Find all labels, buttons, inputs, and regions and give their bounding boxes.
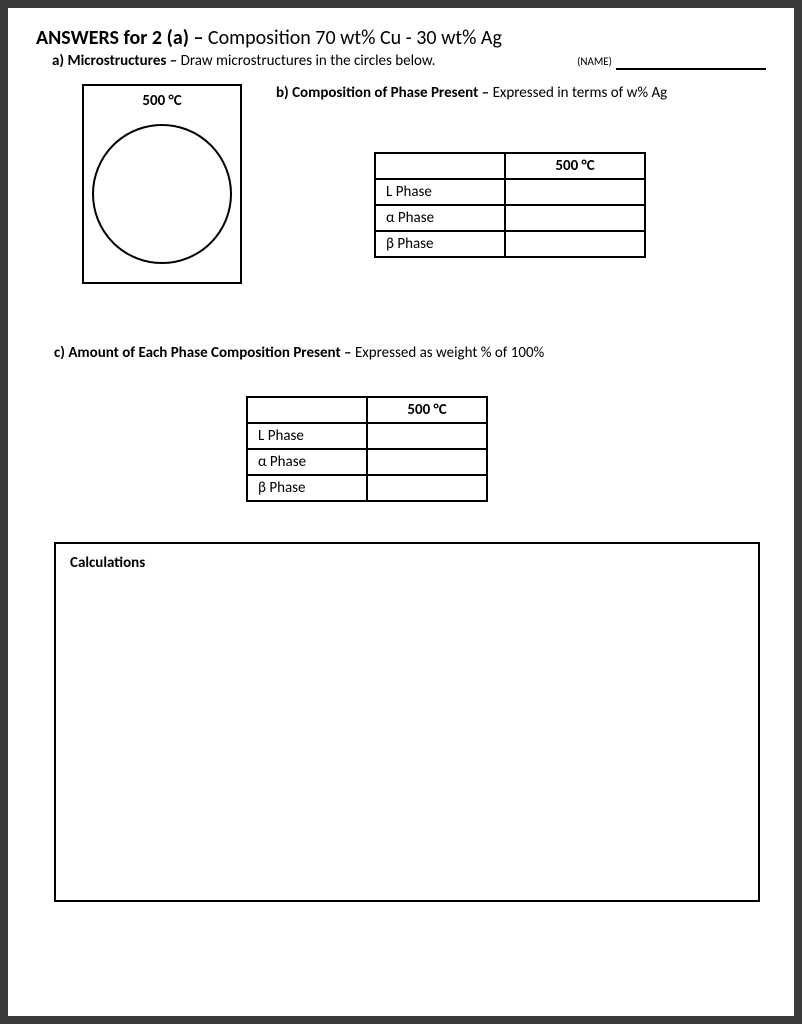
composition-temp-header: 500 °C <box>505 153 645 179</box>
table-row: β Phase <box>247 475 487 501</box>
title-bold: ANSWERS for 2 (a) – <box>36 26 203 50</box>
table-row: α Phase <box>247 449 487 475</box>
table-row: α Phase <box>375 205 645 231</box>
amount-blank-header <box>247 397 367 423</box>
section-c-heading: c) Amount of Each Phase Composition Pres… <box>54 344 766 362</box>
composition-blank-header <box>375 153 505 179</box>
composition-row-beta: β Phase <box>375 231 505 257</box>
table-row: β Phase <box>375 231 645 257</box>
section-b-desc: Expressed in terms of w% Ag <box>489 84 667 102</box>
amount-temp-header: 500 °C <box>367 397 487 423</box>
section-c-desc: Expressed as weight % of 100% <box>352 344 545 362</box>
microstructure-temperature: 500 °C <box>142 92 181 110</box>
worksheet-page: ANSWERS for 2 (a) – Composition 70 wt% C… <box>8 8 794 1016</box>
section-a-label: a) Microstructures – <box>52 52 177 70</box>
section-b-heading: b) Composition of Phase Present – Expres… <box>276 84 766 102</box>
amount-row-l: L Phase <box>247 423 367 449</box>
microstructure-circle[interactable] <box>92 124 232 264</box>
amount-value-l[interactable] <box>367 423 487 449</box>
section-c-label: c) Amount of Each Phase Composition Pres… <box>54 344 352 362</box>
section-a-line: a) Microstructures – Draw microstructure… <box>36 52 766 70</box>
table-row: 500 °C <box>247 397 487 423</box>
composition-value-l[interactable] <box>505 179 645 205</box>
composition-row-alpha: α Phase <box>375 205 505 231</box>
calculations-box[interactable]: Calculations <box>54 542 760 902</box>
section-b-block: b) Composition of Phase Present – Expres… <box>276 84 766 258</box>
section-a-desc: Draw microstructures in the circles belo… <box>177 52 435 70</box>
composition-table: 500 °C L Phase α Phase β Phase <box>374 152 646 258</box>
table-row: L Phase <box>375 179 645 205</box>
table-row: L Phase <box>247 423 487 449</box>
amount-row-alpha: α Phase <box>247 449 367 475</box>
amount-value-alpha[interactable] <box>367 449 487 475</box>
composition-row-l: L Phase <box>375 179 505 205</box>
name-tag: (NAME) <box>577 55 612 70</box>
calculations-title: Calculations <box>70 554 744 572</box>
table-row: 500 °C <box>375 153 645 179</box>
title-rest: Composition 70 wt% Cu - 30 wt% Ag <box>203 26 502 50</box>
composition-value-alpha[interactable] <box>505 205 645 231</box>
composition-value-beta[interactable] <box>505 231 645 257</box>
section-a-text: a) Microstructures – Draw microstructure… <box>52 52 435 70</box>
row-a-b: 500 °C b) Composition of Phase Present –… <box>36 84 766 284</box>
microstructure-box: 500 °C <box>82 84 242 284</box>
page-title: ANSWERS for 2 (a) – Composition 70 wt% C… <box>36 26 766 50</box>
amount-value-beta[interactable] <box>367 475 487 501</box>
amount-table: 500 °C L Phase α Phase β Phase <box>246 396 488 502</box>
section-b-label: b) Composition of Phase Present – <box>276 84 489 102</box>
name-input-line[interactable] <box>616 54 766 70</box>
amount-row-beta: β Phase <box>247 475 367 501</box>
